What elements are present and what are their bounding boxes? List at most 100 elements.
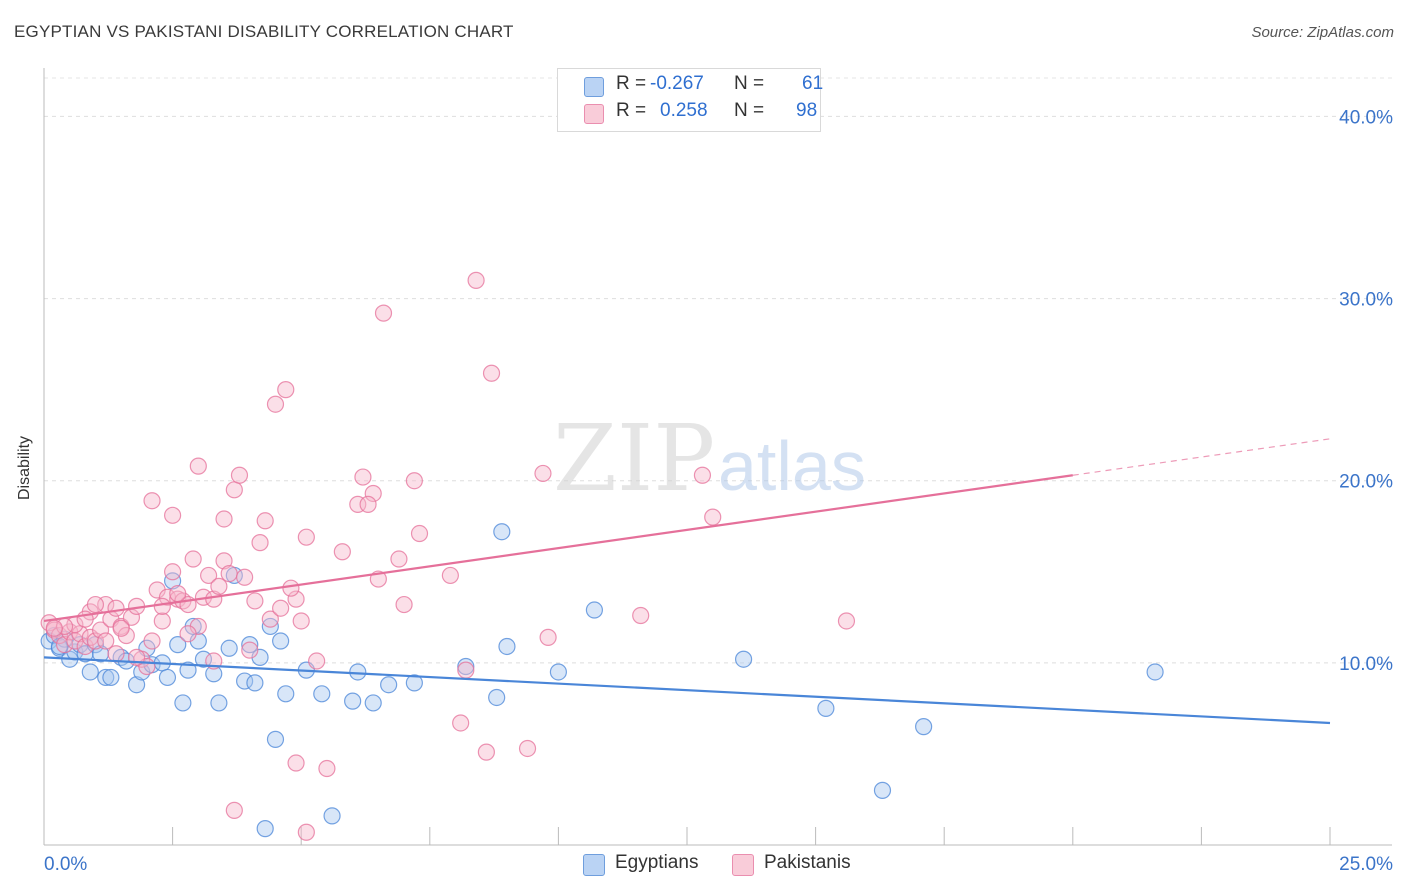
point-pakistanis [441,566,459,585]
point-pakistanis [76,637,94,656]
point-egyptians [256,820,274,838]
point-pakistanis [220,565,238,583]
legend-r-value: -0.267 [650,73,704,94]
point-pakistanis [482,364,501,382]
point-egyptians [164,572,182,590]
point-pakistanis [45,619,63,637]
point-pakistanis [164,563,182,581]
point-pakistanis [143,632,161,650]
point-pakistanis [153,612,171,630]
point-pakistanis [518,739,537,758]
legend-r-label: R = [616,100,647,121]
point-pakistanis [169,585,187,603]
point-pakistanis [354,468,372,486]
point-pakistanis [452,714,470,732]
point-egyptians [364,694,382,712]
point-pakistanis [539,628,557,646]
point-pakistanis [241,641,259,659]
point-pakistanis [704,508,722,526]
point-pakistanis [266,395,285,413]
legend-r-label: R = [616,73,647,94]
point-egyptians [585,601,604,619]
point-pakistanis [534,464,552,483]
bottom-legend-swatch [583,854,605,876]
point-pakistanis [364,484,382,503]
point-pakistanis [292,612,310,630]
point-pakistanis [287,754,305,772]
point-pakistanis [395,595,413,614]
point-egyptians [97,668,115,687]
point-pakistanis [210,577,228,595]
legend-n-value: 98 [796,100,818,121]
trendline-egyptians [43,656,1331,725]
point-pakistanis [184,550,202,568]
point-egyptians [349,663,367,681]
y-tick-label: 20.0% [1339,472,1393,493]
point-pakistanis [837,612,856,630]
x-tick-label: 25.0% [1339,854,1393,875]
trendline-pakistanis [43,474,1073,623]
point-pakistanis [164,506,182,524]
point-egyptians [241,636,259,654]
point-pakistanis [693,466,712,484]
point-pakistanis [91,621,110,639]
legend-n-label: N = [734,100,765,121]
point-pakistanis [374,304,393,322]
x-tick-label: 0.0% [44,854,87,875]
point-pakistanis [55,636,74,654]
point-pakistanis [97,632,115,650]
point-pakistanis [359,495,377,513]
point-egyptians [246,674,264,692]
point-egyptians [277,685,295,703]
point-pakistanis [200,566,218,585]
point-pakistanis [297,823,315,841]
point-pakistanis [256,512,274,530]
chart-source: Source: ZipAtlas.com [1251,24,1394,41]
point-pakistanis [107,599,125,617]
point-pakistanis [287,590,305,608]
y-tick-label: 10.0% [1339,654,1393,675]
point-pakistanis [297,528,315,546]
point-pakistanis [86,595,105,614]
point-pakistanis [410,524,429,543]
point-egyptians [817,699,835,717]
legend-swatch-egyptians [584,77,604,97]
stats-legend: R = -0.267 N = 61 R = 0.258 N = 98 [557,68,823,132]
bottom-legend-swatch [732,854,754,876]
point-pakistanis [272,599,290,617]
point-pakistanis [390,550,408,568]
point-pakistanis [215,552,233,570]
y-axis-label: Disability [16,435,33,500]
point-egyptians [323,807,341,825]
point-egyptians [179,661,197,679]
point-egyptians [102,668,120,687]
point-pakistanis [236,568,254,586]
point-egyptians [493,523,511,541]
trendline-extension-pakistanis [1072,438,1331,476]
point-egyptians [272,632,290,650]
point-egyptians [734,650,753,668]
point-pakistanis [405,472,423,490]
point-pakistanis [333,543,351,561]
point-pakistanis [457,661,475,679]
watermark-zip: ZIP [553,405,715,512]
point-egyptians [873,781,892,799]
y-tick-label: 40.0% [1339,107,1393,128]
legend-n-label: N = [734,73,765,94]
point-pakistanis [277,381,295,399]
point-pakistanis [179,625,197,643]
point-egyptians [457,657,475,676]
point-egyptians [405,674,423,692]
y-tick-label: 30.0% [1339,290,1393,311]
point-pakistanis [225,801,243,819]
legend-r-value: 0.258 [660,100,708,121]
point-pakistanis [215,510,233,528]
point-egyptians [81,663,99,681]
point-pakistanis [318,759,336,778]
point-egyptians [488,688,506,707]
point-egyptians [380,676,398,694]
point-egyptians [169,636,187,654]
point-pakistanis [230,466,249,484]
point-pakistanis [143,492,161,510]
